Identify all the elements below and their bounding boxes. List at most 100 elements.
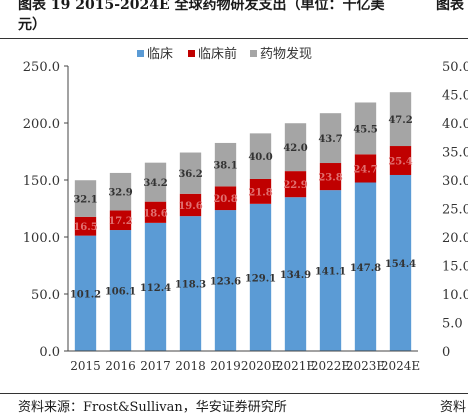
bar-segment xyxy=(319,163,342,191)
y-tick-label: 100.0 xyxy=(23,231,60,246)
x-tick-label: 2023E xyxy=(346,359,385,373)
source-divider xyxy=(0,393,468,394)
right-axis-tick-label: 20.0 xyxy=(442,231,468,246)
data-label: 134.9 xyxy=(280,270,311,281)
right-axis-fragment: 0 5.0 10.0 15.0 20.0 25.0 30.0 35.0 40.0 45.0 50.0 xyxy=(442,60,468,360)
y-tick-label: 250.0 xyxy=(23,60,60,75)
legend-swatch xyxy=(188,50,195,57)
bar-segment xyxy=(109,172,132,211)
data-label: 20.8 xyxy=(213,194,237,205)
caption-line-1: 图表 19 2015-2024E 全球药物研发支出（单位：十亿美 xyxy=(18,0,385,13)
bar-segment xyxy=(144,162,167,202)
right-axis-tick-label: 5.0 xyxy=(442,317,463,332)
x-tick-label: 2016 xyxy=(105,359,136,373)
bar-segment xyxy=(284,123,307,172)
data-label: 147.8 xyxy=(350,263,381,274)
bar-segment xyxy=(74,216,97,236)
data-label: 34.2 xyxy=(143,178,167,189)
data-label: 123.6 xyxy=(210,277,241,288)
bar-segment xyxy=(249,178,272,204)
legend-swatch xyxy=(137,50,144,57)
data-label: 129.1 xyxy=(245,273,276,284)
data-label: 21.8 xyxy=(248,187,272,198)
x-tick-label: 2021E xyxy=(276,359,315,373)
data-label: 101.2 xyxy=(70,289,101,300)
x-tick-label: 2024E xyxy=(381,359,420,373)
x-axis: 2015 2016 2017 2018 2019 2020E2021E2022E2023E… xyxy=(68,350,420,373)
bar-segment xyxy=(284,171,307,198)
y-tick-label: 150.0 xyxy=(23,174,60,189)
bar-segment xyxy=(74,235,97,351)
legend-swatch xyxy=(250,50,257,57)
source-note: 资料来源：Frost&Sullivan，华安证券研究所 xyxy=(18,400,287,415)
bar-segment xyxy=(109,210,132,231)
bar-segment xyxy=(319,113,342,164)
y-axis: 0.0 50.0 100.0 150.0 200.0 250.0 xyxy=(23,60,69,360)
right-axis-tick-label: 15.0 xyxy=(442,260,468,275)
bar-segment xyxy=(354,182,377,351)
right-axis-tick-label: 35.0 xyxy=(442,146,468,161)
bar-segment xyxy=(179,152,202,194)
bar-segment xyxy=(214,142,237,187)
data-label: 22.9 xyxy=(283,180,307,191)
right-axis-tick-label: 30.0 xyxy=(442,174,468,189)
data-label: 38.1 xyxy=(213,161,237,172)
data-label: 106.1 xyxy=(105,287,136,298)
legend-label: 药物发现 xyxy=(260,46,312,62)
data-label: 16.5 xyxy=(73,222,97,233)
bar-segment xyxy=(389,174,412,351)
data-label: 17.2 xyxy=(108,216,132,227)
stacked-bar-chart: 临床 临床前 药物发现 0.0 50.0 100.0 150.0 200.0 250.0 10… xyxy=(23,46,468,373)
legend-label: 临床 xyxy=(147,47,173,62)
legend-label: 临床前 xyxy=(198,46,237,62)
data-label: 42.0 xyxy=(283,143,307,154)
data-label: 25.4 xyxy=(388,157,412,168)
bar-segment xyxy=(179,216,202,351)
data-label: 43.7 xyxy=(318,134,342,145)
right-axis-tick-label: 0 xyxy=(442,345,450,360)
x-tick-label: 2019 xyxy=(210,359,241,373)
data-label: 47.2 xyxy=(388,115,412,126)
bar-segment xyxy=(144,222,167,351)
data-label: 141.1 xyxy=(315,267,346,278)
data-label: 112.4 xyxy=(140,283,171,294)
x-tick-label: 2015 xyxy=(70,359,101,373)
data-label: 36.2 xyxy=(178,169,202,180)
data-label: 32.9 xyxy=(108,188,132,199)
right-axis-tick-label: 50.0 xyxy=(442,60,468,75)
bar-segment xyxy=(214,186,237,211)
data-label: 19.6 xyxy=(178,201,202,212)
x-tick-label: 2018 xyxy=(175,359,206,373)
y-tick-label: 50.0 xyxy=(31,288,60,303)
right-axis-tick-label: 45.0 xyxy=(442,89,468,104)
bar-segment xyxy=(284,197,307,351)
bar-segment xyxy=(389,146,412,175)
data-label: 154.4 xyxy=(385,259,416,270)
bar-segment xyxy=(179,193,202,217)
data-label: 24.7 xyxy=(353,164,377,175)
x-tick-label: 2020E xyxy=(241,359,280,373)
data-label: 18.6 xyxy=(143,208,167,219)
data-label: 45.5 xyxy=(353,124,377,135)
caption-divider xyxy=(0,38,468,39)
caption-right-fragment: 图表 xyxy=(436,0,464,13)
chart-legend: 临床 临床前 药物发现 xyxy=(137,46,312,62)
figure-caption: 图表 19 2015-2024E 全球药物研发支出（单位：十亿美 元） 图表 xyxy=(0,0,468,40)
data-label: 32.1 xyxy=(73,195,97,206)
bar-segment xyxy=(389,92,412,147)
y-tick-label: 0.0 xyxy=(39,345,60,360)
x-tick-label: 2022E xyxy=(311,359,350,373)
bar-segment xyxy=(319,190,342,351)
bar-segment xyxy=(249,133,272,179)
caption-line-2: 元） xyxy=(18,17,46,33)
data-label: 40.0 xyxy=(248,152,272,163)
bar-segment xyxy=(214,210,237,351)
bar-segment xyxy=(354,102,377,155)
right-axis-tick-label: 10.0 xyxy=(442,288,468,303)
source-right-fragment: 资料 xyxy=(440,400,467,415)
bar-group: 101.2 16.5 32.1 106.1 17.2 32.9 112.4 18.6 34.2 1… xyxy=(70,92,416,351)
bar-segment xyxy=(354,154,377,183)
bar-segment xyxy=(74,180,97,217)
x-tick-label: 2017 xyxy=(140,359,171,373)
bar-segment xyxy=(249,203,272,351)
